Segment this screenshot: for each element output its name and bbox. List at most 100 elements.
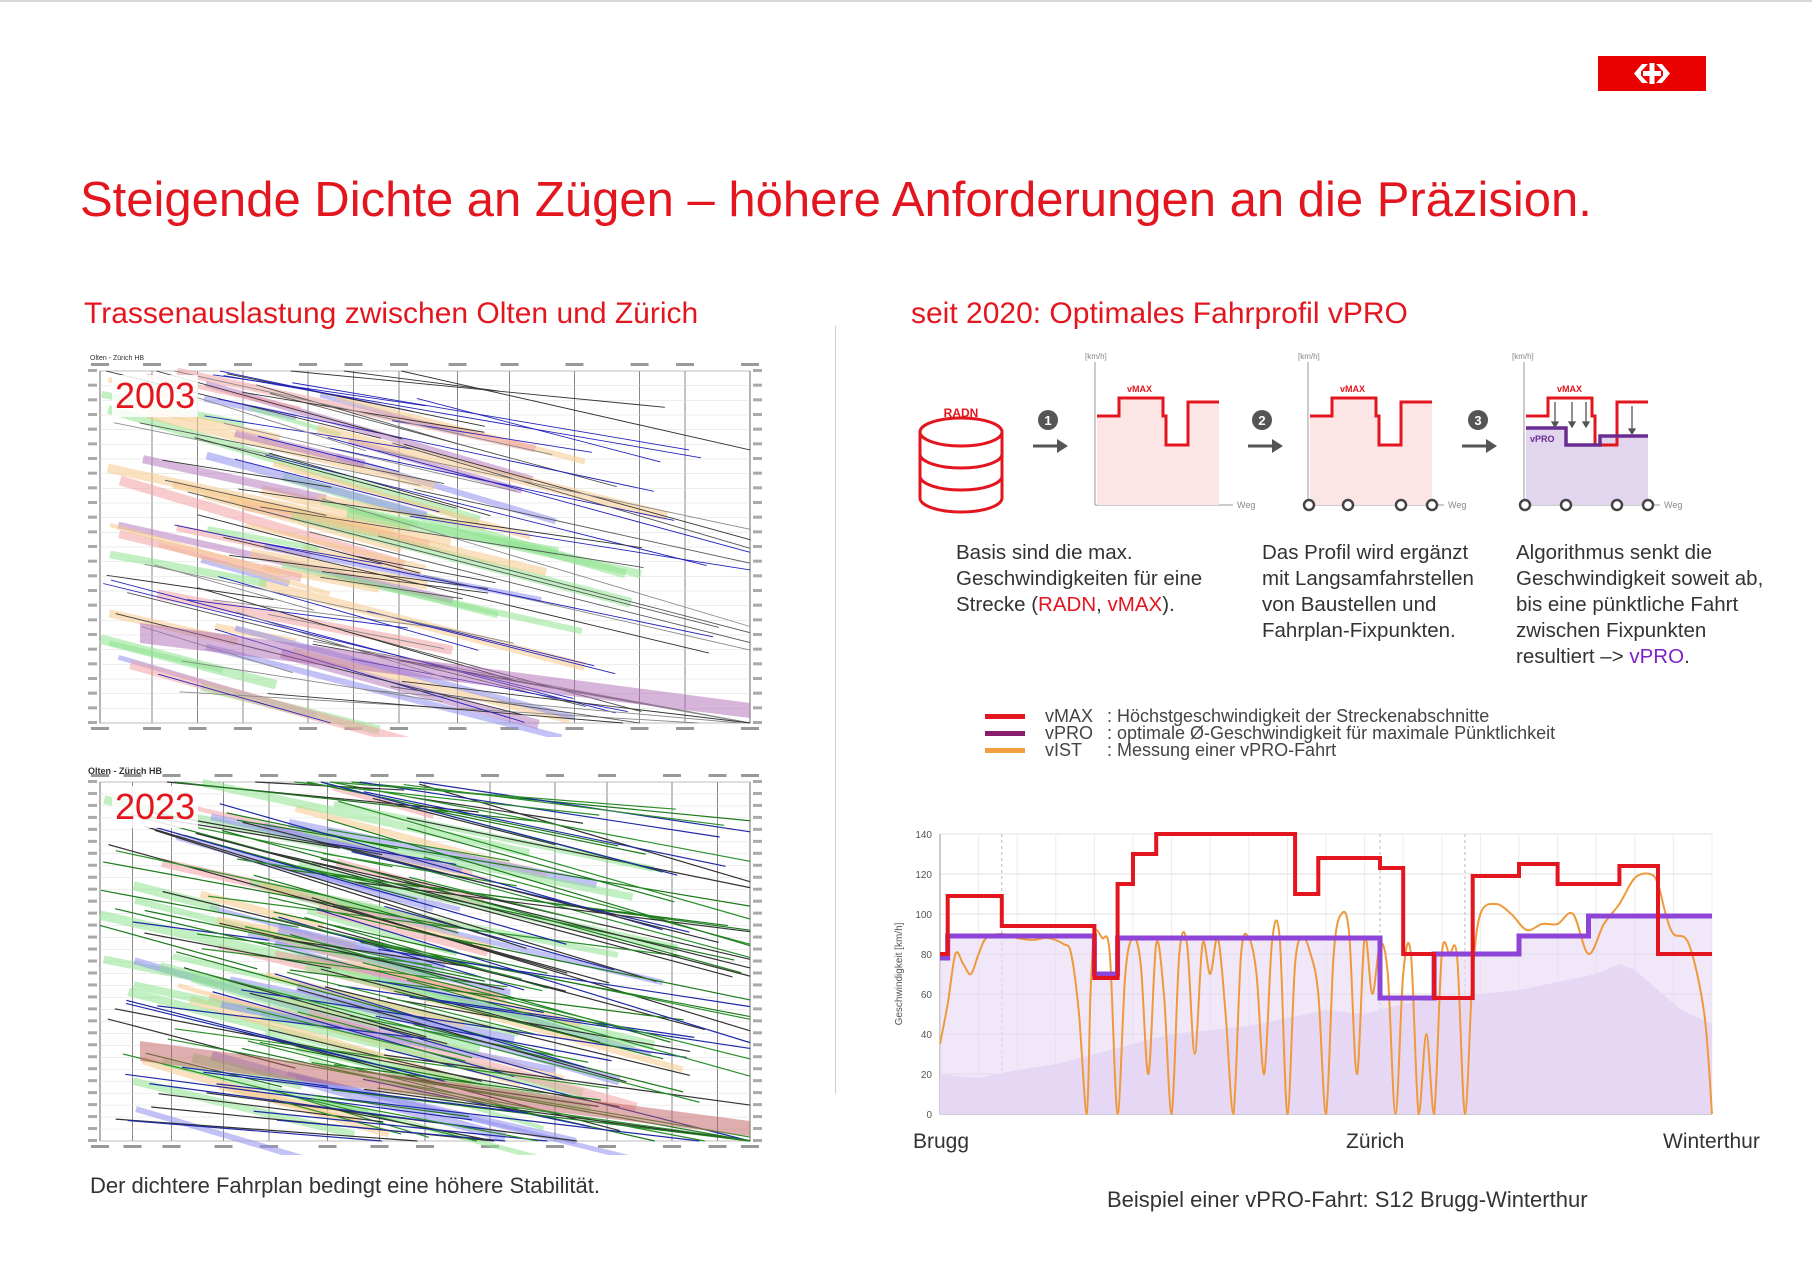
train-path [219,803,663,931]
train-path [187,491,720,628]
vpro-label: vPRO [1530,434,1555,444]
train-path [201,948,508,988]
train-path [392,420,592,453]
time-tick [88,1091,97,1095]
timetable-header: Olten - Zürich HB [90,355,145,362]
time-tick [88,851,97,855]
train-path [157,1005,432,1041]
train-path [195,832,733,978]
occupation-band [346,508,560,557]
column-divider [835,326,836,1094]
station-tick [741,363,759,366]
time-tick [753,1031,762,1035]
station-tick [708,1145,727,1148]
train-path [394,990,664,1060]
occupation-band [272,460,531,540]
train-path [242,391,485,433]
time-tick [88,815,97,819]
time-tick [753,1103,762,1107]
train-path [174,1028,609,1089]
time-tick [88,959,97,963]
time-tick [753,875,762,879]
right-heading: seit 2020: Optimales Fahrprofil vPRO [911,297,1408,330]
station-tick [91,1145,109,1148]
time-tick [753,501,762,504]
occupation-band [296,953,635,1052]
time-tick [88,647,97,651]
train-path [320,968,601,1044]
time-tick [753,413,762,416]
train-path [392,442,751,549]
station-tick [546,1145,564,1148]
time-tick [753,427,762,431]
station-tick [741,727,759,730]
occupation-band [336,898,619,958]
occupation-band [210,813,463,875]
station-tick [91,774,109,777]
y-tick-label: 0 [926,1110,932,1121]
train-path [127,1119,382,1142]
train-path [338,800,751,920]
train-path [114,1008,620,1108]
time-tick [88,803,97,807]
series-vpro-area [940,916,1712,1114]
time-tick [88,947,97,951]
train-path [197,514,420,574]
time-tick [753,559,762,563]
train-path [212,599,432,628]
station-tick [741,774,759,777]
train-path [356,555,496,584]
arrow-icon [1248,439,1283,453]
train-path [401,370,751,451]
train-path [115,850,330,898]
occupation-band [205,451,428,520]
train-path [311,897,751,1032]
time-tick [88,1079,97,1083]
y-tick-label: 100 [915,910,932,921]
time-tick [753,457,762,460]
train-path [423,807,646,855]
train-path [272,1098,402,1135]
train-path [403,443,751,541]
time-tick [753,398,762,402]
train-path [226,373,485,427]
time-tick [88,1043,97,1047]
occupation-band [142,455,327,503]
train-path [331,1089,751,1142]
arrow-icon [1033,439,1068,453]
time-tick [88,486,97,490]
train-path [418,781,751,833]
step-2-number-badge [1252,410,1272,430]
occupation-band [234,429,366,468]
time-tick [753,935,762,939]
time-tick [88,603,97,607]
train-path [173,781,551,824]
time-tick [88,911,97,915]
time-tick [753,1079,762,1083]
train-path [409,515,751,571]
time-tick [753,863,762,867]
train-path [99,924,258,970]
occupation-band [306,908,458,957]
time-tick [88,457,97,460]
train-path [363,791,726,867]
train-path [234,458,440,513]
occupation-band [176,367,537,453]
train-path [384,905,615,971]
train-path [297,1011,473,1059]
occupation-band [332,784,435,819]
time-tick [753,971,762,975]
step-3-diagram: 3 [km/h] Weg vMAX vPRO [1462,350,1702,520]
fixpoint-markers [1518,498,1655,512]
occupation-band [201,779,531,857]
time-tick [753,442,762,446]
station-tick [188,727,207,730]
train-path [411,796,584,824]
time-tick [88,691,97,695]
train-path [406,817,751,889]
station-tick [630,363,649,366]
train-path [271,917,523,980]
time-tick [88,706,97,710]
station-tick [741,1145,759,1148]
station-tick [143,363,161,366]
